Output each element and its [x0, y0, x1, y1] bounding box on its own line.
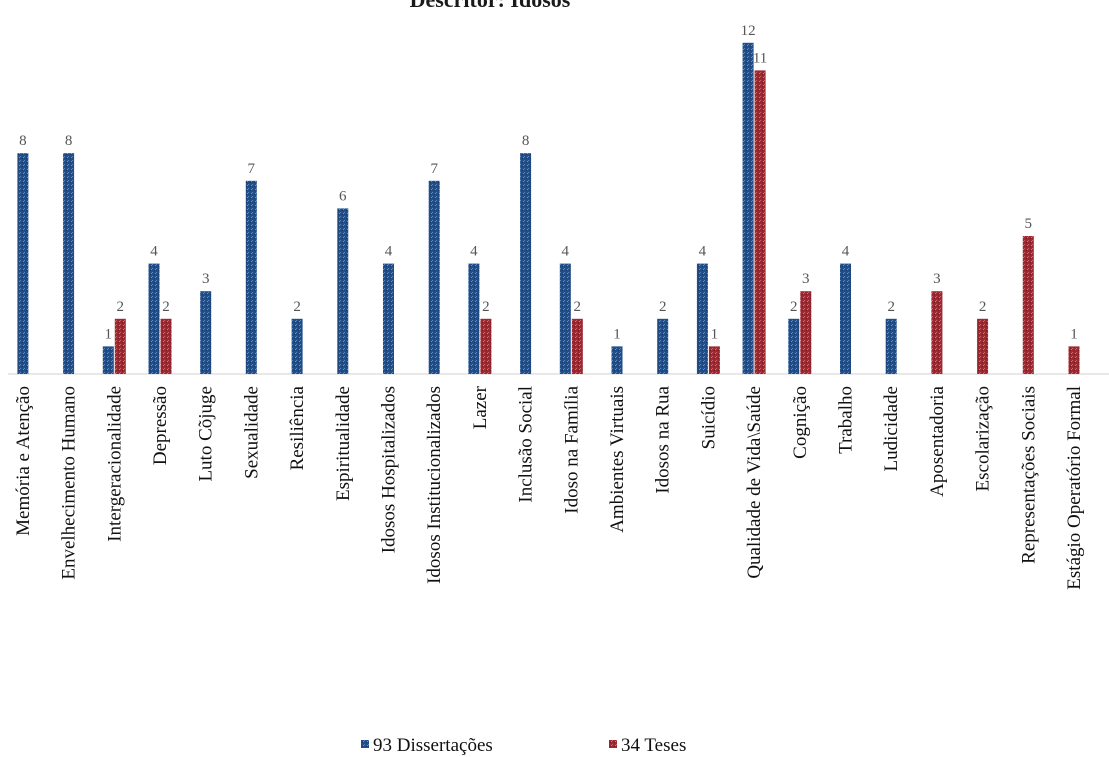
bar-dissertacoes-13 [611, 346, 623, 374]
data-label-dissertacoes-0: 8 [19, 133, 27, 149]
category-label-13: Ambientes Virtuais [607, 386, 628, 533]
bar-dissertacoes-7 [337, 208, 349, 374]
data-label-dissertacoes-19: 2 [887, 299, 895, 315]
bar-dissertacoes-17 [788, 318, 800, 374]
bar-teses-10 [480, 318, 492, 374]
data-label-teses-10: 2 [482, 299, 490, 315]
data-label-teses-20: 3 [933, 271, 941, 287]
bar-teses-21 [977, 318, 989, 374]
data-label-teses-21: 2 [979, 299, 987, 315]
category-label-19: Ludicidade [881, 386, 902, 471]
category-labels-group: Memória e Atenção Envelhecimento Humano In… [13, 385, 1085, 589]
category-label-2: Intergeracionalidade [104, 386, 125, 542]
bar-dissertacoes-11 [520, 153, 532, 374]
bar-dissertacoes-16 [742, 42, 754, 375]
legend-label-dissertacoes: 93 Dissertações [373, 735, 493, 756]
category-label-14: Idosos na Rua [653, 385, 674, 493]
bar-teses-15 [708, 346, 720, 374]
category-label-12: Idoso na Família [561, 385, 582, 513]
category-label-16: Qualidade de Vida\Saúde [744, 386, 765, 579]
bar-dissertacoes-5 [245, 180, 257, 374]
chart-title: Descritor: Idosos [410, 0, 571, 12]
bar-teses-22 [1022, 236, 1034, 374]
category-label-17: Cognição [790, 386, 811, 459]
bar-teses-3 [160, 318, 172, 374]
data-label-teses-16: 11 [753, 50, 767, 66]
data-label-dissertacoes-9: 7 [430, 161, 438, 177]
legend-label-teses: 34 Teses [621, 735, 686, 756]
category-label-15: Suicídio [698, 386, 719, 449]
category-label-23: Estágio Operatório Formal [1064, 386, 1085, 590]
bar-dissertacoes-2 [102, 346, 114, 374]
category-label-10: Lazer [470, 385, 491, 429]
data-label-dissertacoes-11: 8 [522, 133, 530, 149]
bar-teses-12 [571, 318, 583, 374]
data-label-teses-2: 2 [117, 299, 125, 315]
bar-teses-23 [1068, 346, 1080, 374]
category-label-6: Resiliência [287, 385, 308, 470]
data-label-teses-22: 5 [1025, 216, 1033, 232]
data-label-teses-12: 2 [574, 299, 582, 315]
bar-dissertacoes-4 [200, 291, 212, 374]
category-label-8: Idosos Hospitalizados [379, 386, 400, 553]
data-label-dissertacoes-2: 1 [105, 326, 113, 342]
category-label-21: Escolarização [973, 386, 994, 491]
bar-dissertacoes-6 [291, 318, 303, 374]
data-label-dissertacoes-10: 4 [470, 244, 478, 260]
data-label-dissertacoes-15: 4 [699, 244, 707, 260]
category-label-20: Aposentadoria [927, 385, 948, 496]
bar-dissertacoes-10 [468, 263, 480, 374]
category-label-3: Depressão [150, 386, 171, 465]
category-label-11: Inclusão Social [516, 386, 537, 503]
bar-teses-20 [931, 291, 943, 374]
bar-teses-16 [754, 70, 766, 375]
data-label-dissertacoes-17: 2 [790, 299, 798, 315]
bar-dissertacoes-12 [559, 263, 571, 374]
category-label-7: Espiritualidade [333, 386, 354, 501]
category-label-5: Sexualidade [241, 386, 262, 479]
bar-dissertacoes-14 [657, 318, 669, 374]
legend-swatch-teses [609, 740, 617, 748]
data-label-dissertacoes-1: 8 [65, 133, 73, 149]
category-label-1: Envelhecimento Humano [59, 386, 80, 580]
bar-dissertacoes-19 [885, 318, 897, 374]
category-label-18: Trabalho [836, 386, 857, 454]
category-label-4: Luto Cõjuge [196, 386, 217, 482]
bar-dissertacoes-9 [428, 180, 440, 374]
data-label-dissertacoes-3: 4 [150, 244, 158, 260]
bar-dissertacoes-15 [696, 263, 708, 374]
bar-dissertacoes-1 [63, 153, 75, 374]
data-label-dissertacoes-12: 4 [562, 244, 570, 260]
category-label-9: Idosos Institucionalizados [424, 386, 445, 584]
data-label-dissertacoes-4: 3 [202, 271, 210, 287]
data-label-dissertacoes-6: 2 [293, 299, 301, 315]
data-label-dissertacoes-18: 4 [842, 244, 850, 260]
bar-dissertacoes-3 [148, 263, 160, 374]
legend-swatch-dissertacoes [361, 740, 369, 748]
bar-dissertacoes-18 [840, 263, 851, 374]
data-label-dissertacoes-16: 12 [741, 23, 756, 39]
bar-dissertacoes-0 [17, 153, 29, 374]
data-label-teses-3: 2 [162, 299, 170, 315]
data-label-dissertacoes-8: 4 [385, 244, 393, 260]
bar-teses-2 [114, 318, 126, 374]
bar-dissertacoes-8 [383, 263, 394, 374]
data-label-dissertacoes-13: 1 [613, 326, 621, 342]
data-label-teses-15: 1 [711, 326, 719, 342]
data-label-dissertacoes-5: 7 [248, 161, 256, 177]
data-label-dissertacoes-7: 6 [339, 188, 347, 204]
data-label-dissertacoes-14: 2 [659, 299, 667, 315]
category-label-22: Representações Sociais [1018, 386, 1039, 564]
data-label-teses-23: 1 [1070, 326, 1078, 342]
legend: 93 Dissertações 34 Teses [361, 735, 686, 756]
bar-teses-17 [800, 291, 812, 374]
bars-group [17, 42, 1080, 375]
data-label-teses-17: 3 [802, 271, 810, 287]
category-label-0: Memória e Atenção [13, 386, 34, 536]
